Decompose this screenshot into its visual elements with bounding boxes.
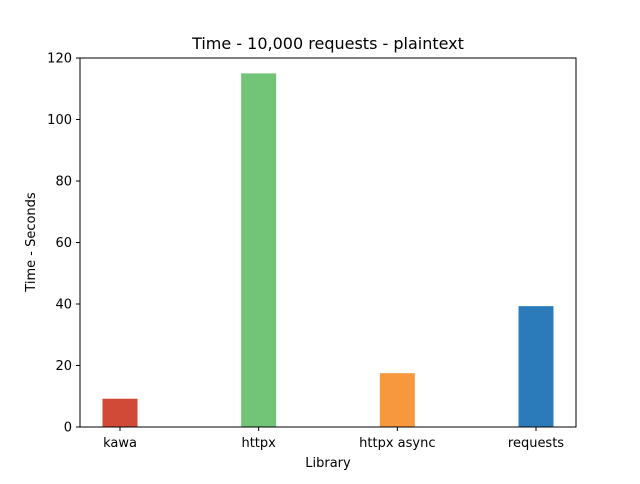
chart-title: Time - 10,000 requests - plaintext — [191, 34, 464, 53]
x-tick-label: kawa — [103, 436, 137, 451]
y-tick-label: 20 — [55, 359, 72, 374]
x-tick-label: httpx async — [359, 436, 435, 451]
bar-httpx — [241, 73, 277, 427]
x-tick-label: requests — [508, 436, 564, 451]
y-tick-label: 40 — [55, 298, 72, 313]
y-tick-label: 120 — [47, 52, 72, 67]
bars-layer — [102, 73, 554, 427]
bar-httpx-async — [379, 373, 415, 427]
y-tick-label: 0 — [64, 421, 72, 436]
bar-requests — [518, 306, 554, 427]
x-axis-ticks: kawa httpx httpx async requests — [103, 427, 564, 451]
y-tick-label: 100 — [47, 113, 72, 128]
y-tick-label: 80 — [55, 175, 72, 190]
x-tick-label: httpx — [241, 436, 276, 451]
bar-kawa — [102, 398, 138, 427]
y-axis-label: Time - Seconds — [24, 192, 39, 293]
y-axis-ticks: 0 20 40 60 80 100 120 — [47, 52, 80, 436]
y-tick-label: 60 — [55, 236, 72, 251]
x-axis-label: Library — [305, 456, 351, 471]
